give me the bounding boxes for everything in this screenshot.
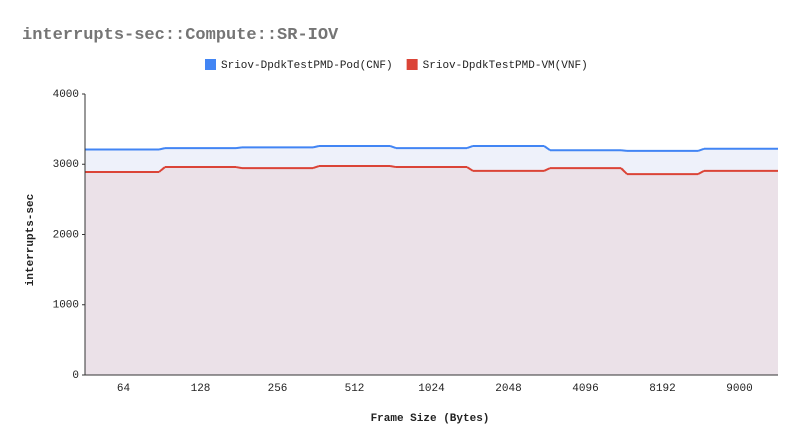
step-riser (389, 145, 397, 150)
area-step (701, 170, 778, 375)
x-tick-label: 64 (117, 383, 131, 395)
step-riser (543, 167, 551, 172)
step-riser (697, 170, 705, 175)
step-riser (158, 147, 166, 151)
chart-title: interrupts-sec::Compute::SR-IOV (22, 26, 339, 45)
legend-label: Sriov-DpdkTestPMD-Pod(CNF) (221, 60, 393, 72)
step-riser (312, 165, 320, 170)
y-axis-label: interrupts-sec (25, 194, 37, 286)
step-riser (312, 145, 320, 149)
x-tick-label: 256 (268, 383, 288, 395)
x-tick-label: 4096 (572, 383, 598, 395)
step-riser (389, 165, 397, 169)
area-step (316, 166, 393, 375)
x-axis-label: Frame Size (Bytes) (371, 413, 490, 425)
area-step (239, 168, 316, 375)
legend-label: Sriov-DpdkTestPMD-VM(VNF) (423, 60, 588, 72)
x-tick-label: 2048 (495, 383, 521, 395)
area-step (547, 168, 624, 375)
y-tick-label: 4000 (53, 89, 79, 101)
area-step (393, 167, 470, 375)
y-tick-label: 0 (72, 370, 79, 382)
x-tick-label: 9000 (726, 383, 752, 395)
area-step (470, 170, 547, 375)
y-tick-label: 1000 (53, 300, 79, 312)
legend-swatch (406, 59, 418, 70)
step-riser (235, 146, 243, 150)
step-riser (543, 145, 551, 152)
step-riser (620, 167, 628, 175)
y-tick-label: 3000 (53, 159, 79, 171)
x-tick-label: 8192 (649, 383, 675, 395)
step-riser (158, 166, 166, 173)
x-tick-label: 512 (345, 383, 365, 395)
area-step (624, 174, 701, 375)
y-tick-label: 2000 (53, 229, 79, 241)
step-riser (466, 166, 474, 172)
x-tick-label: 128 (191, 383, 211, 395)
area-step (162, 167, 239, 375)
step-riser (466, 145, 474, 150)
step-riser (235, 166, 243, 170)
step-riser (620, 149, 628, 152)
legend-swatch (205, 59, 216, 70)
step-riser (697, 147, 705, 152)
area-step (85, 171, 162, 375)
x-tick-label: 1024 (418, 383, 445, 395)
